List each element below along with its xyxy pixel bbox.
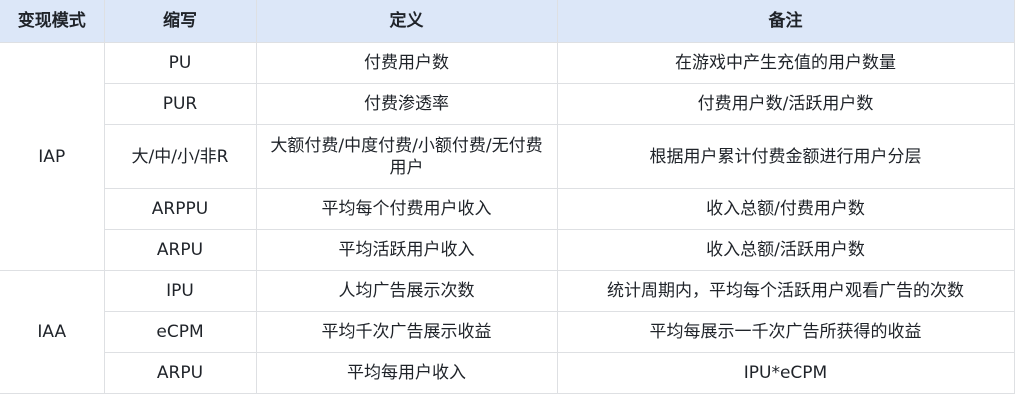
abbr-cell: eCPM <box>103 311 257 353</box>
abbr-cell: 大/中/小/非R <box>103 124 257 189</box>
table-row: 大/中/小/非R 大额付费/中度付费/小额付费/无付费用户 根据用户累计付费金额… <box>0 124 1015 189</box>
abbr-cell: ARPPU <box>103 188 257 230</box>
definition-cell: 平均每用户收入 <box>255 352 558 394</box>
note-cell: 收入总额/活跃用户数 <box>556 229 1015 271</box>
abbr-cell: PU <box>103 42 257 84</box>
header-abbr: 缩写 <box>103 0 257 43</box>
definition-cell: 人均广告展示次数 <box>255 270 558 312</box>
note-cell: 统计周期内，平均每个活跃用户观看广告的次数 <box>556 270 1015 312</box>
header-row: 变现模式 缩写 定义 备注 <box>0 0 1015 43</box>
note-cell: 根据用户累计付费金额进行用户分层 <box>556 124 1015 189</box>
table-row: ARPU 平均活跃用户收入 收入总额/活跃用户数 <box>0 229 1015 271</box>
table-row: IAA IPU 人均广告展示次数 统计周期内，平均每个活跃用户观看广告的次数 <box>0 270 1015 394</box>
metrics-table: 变现模式 缩写 定义 备注 IAP PU 付费用户数 在游戏中产生充值的用户数量… <box>0 0 1015 394</box>
note-cell: 付费用户数/活跃用户数 <box>556 83 1015 125</box>
header-definition: 定义 <box>255 0 558 43</box>
abbr-cell: PUR <box>103 83 257 125</box>
table-row: ARPPU 平均每个付费用户收入 收入总额/付费用户数 <box>0 188 1015 230</box>
definition-cell: 大额付费/中度付费/小额付费/无付费用户 <box>255 124 558 189</box>
table-row: ARPU 平均每用户收入 IPU*eCPM <box>0 352 1015 394</box>
abbr-cell: ARPU <box>103 352 257 394</box>
definition-cell: 付费渗透率 <box>255 83 558 125</box>
abbr-cell: IPU <box>103 270 257 312</box>
note-cell: 收入总额/付费用户数 <box>556 188 1015 230</box>
note-cell: 在游戏中产生充值的用户数量 <box>556 42 1015 84</box>
table-row: IAP PU 付费用户数 在游戏中产生充值的用户数量 <box>0 42 1015 271</box>
table-row: PUR 付费渗透率 付费用户数/活跃用户数 <box>0 83 1015 125</box>
definition-cell: 平均千次广告展示收益 <box>255 311 558 353</box>
definition-cell: 平均活跃用户收入 <box>255 229 558 271</box>
note-cell: IPU*eCPM <box>556 352 1015 394</box>
definition-cell: 平均每个付费用户收入 <box>255 188 558 230</box>
abbr-cell: ARPU <box>103 229 257 271</box>
mode-cell: IAA <box>0 270 105 394</box>
definition-cell: 付费用户数 <box>255 42 558 84</box>
header-note: 备注 <box>556 0 1015 43</box>
mode-cell: IAP <box>0 42 105 271</box>
header-mode: 变现模式 <box>0 0 105 43</box>
note-cell: 平均每展示一千次广告所获得的收益 <box>556 311 1015 353</box>
table-row: eCPM 平均千次广告展示收益 平均每展示一千次广告所获得的收益 <box>0 311 1015 353</box>
